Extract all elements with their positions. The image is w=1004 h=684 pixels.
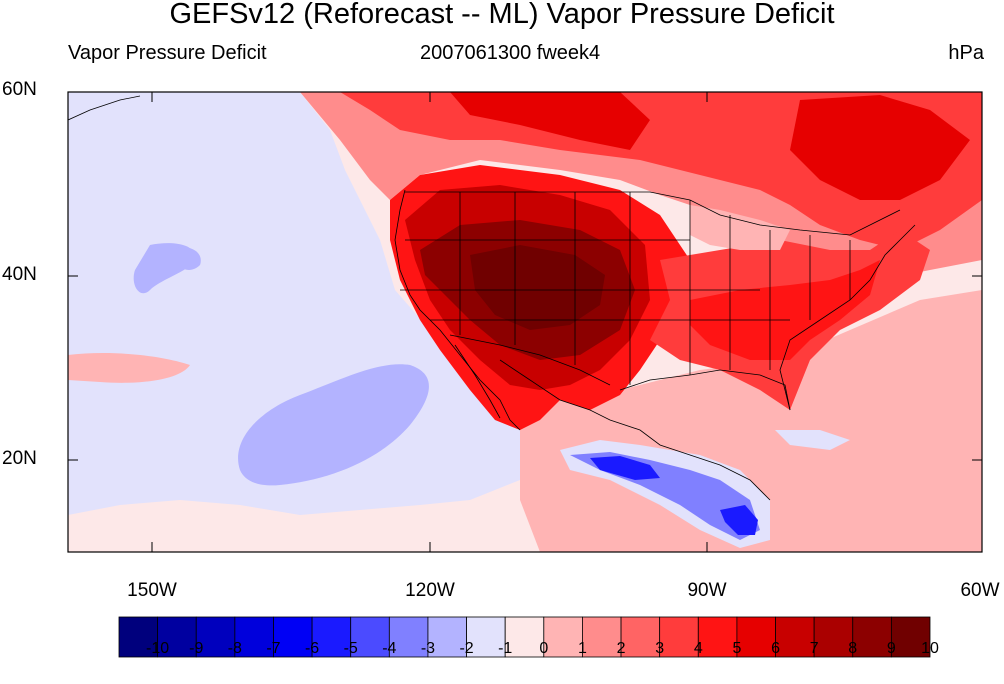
colorbar-swatch — [697, 616, 738, 658]
variable-label: Vapor Pressure Deficit — [68, 42, 267, 64]
us-canada-border — [405, 191, 901, 236]
pacific-negative-region — [68, 92, 560, 515]
central-america-negative-strong — [720, 505, 758, 535]
quebec-positive-darker — [790, 95, 970, 200]
colorbar-tick-label: -10 — [146, 640, 170, 657]
colorbar-swatch — [350, 616, 390, 658]
great-lakes-light — [690, 205, 790, 250]
colorbar-swatch — [813, 616, 854, 658]
colorbar-swatch — [736, 616, 776, 658]
ticks — [68, 91, 983, 552]
caribbean-negative — [775, 430, 850, 450]
state-lines-west — [459, 192, 631, 385]
colorbar-tick-label: 8 — [848, 640, 858, 657]
colorbar-swatch — [852, 616, 892, 658]
colorbar-swatch — [620, 616, 661, 658]
colorbar-swatch — [504, 616, 545, 658]
map-field — [68, 92, 982, 552]
colorbar-swatch — [311, 616, 352, 658]
colorbar-swatch — [157, 616, 197, 658]
colorbar-tick-label: 10 — [921, 640, 939, 657]
pacific-blue-blob — [238, 364, 429, 486]
colorbar-swatch — [273, 616, 313, 658]
colorbar-swatch — [659, 616, 699, 658]
colorbar-tick-label: -6 — [304, 640, 320, 657]
colorbar — [118, 616, 931, 658]
forecast-date-label: 2007061300 fweek4 — [420, 42, 601, 64]
colorbar-tick-label: -9 — [189, 640, 204, 657]
colorbar-tick-label: 3 — [655, 640, 665, 657]
mexico-coast — [499, 359, 771, 501]
lon-label-150w: 150W — [127, 580, 177, 601]
colorbar-swatch — [775, 616, 815, 658]
colorbar-tick-label: 1 — [577, 640, 587, 657]
colorbar-tick-label: -7 — [266, 640, 281, 657]
us-west-positive-core — [470, 245, 605, 330]
lat-label-60n: 60N — [2, 79, 37, 100]
lon-label-120w: 120W — [405, 580, 455, 601]
colorbar-tick-label: 6 — [771, 640, 780, 657]
colorbar-tick-label: 4 — [693, 640, 703, 657]
baja-coast — [454, 344, 501, 419]
lat-label-40n: 40N — [2, 264, 37, 285]
colorbar-tick-label: 9 — [886, 640, 896, 657]
colorbar-tick-label: -8 — [227, 640, 242, 657]
colorbar-swatch — [582, 616, 622, 658]
lat-label-20n: 20N — [2, 448, 37, 469]
map-title: GEFSv12 (Reforecast -- ML) Vapor Pressur… — [169, 0, 835, 30]
colorbar-tick-label: -3 — [420, 640, 436, 657]
colorbar-swatch — [427, 616, 467, 658]
lon-label-60w: 60W — [960, 580, 1000, 601]
colorbar-swatch — [890, 616, 931, 658]
us-mexico-border — [449, 334, 611, 386]
colorbar-tick-label: 7 — [809, 640, 819, 657]
gulf-coast — [619, 369, 791, 411]
colorbar-tick-label: -2 — [459, 640, 474, 657]
coastlines — [68, 95, 916, 501]
alaska-coast — [68, 95, 141, 121]
colorbar-tick-label: -1 — [498, 640, 513, 657]
pacific-positive-streak — [68, 353, 190, 383]
colorbar-tick-label: 2 — [616, 640, 626, 657]
colorbar-tick-label: -5 — [343, 640, 358, 657]
units-label: hPa — [948, 42, 984, 64]
us-east-positive-strong — [690, 260, 880, 360]
lon-label-90w: 90W — [687, 580, 727, 601]
canada-positive-darker — [450, 92, 650, 150]
map-frame — [67, 91, 983, 553]
colorbar-swatch — [195, 616, 236, 658]
colorbar-tick-label: 0 — [539, 640, 549, 657]
mexico-negative-strong — [590, 456, 660, 480]
colorbar-tick-label: 5 — [732, 640, 742, 657]
colorbar-swatch — [118, 616, 159, 658]
pacific-blue-small-blob-2 — [172, 247, 201, 270]
colorbar-tick-label: -4 — [382, 640, 397, 657]
colorbar-swatch — [234, 616, 274, 658]
state-lines-east — [689, 200, 851, 375]
colorbar-swatch — [543, 616, 583, 658]
